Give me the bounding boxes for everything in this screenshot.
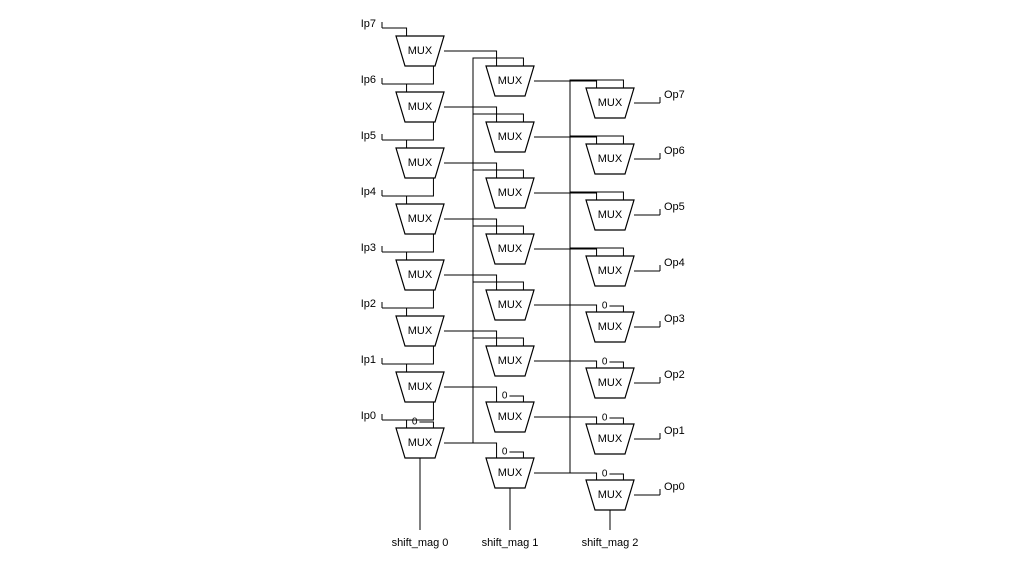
wire-input-5: [382, 308, 407, 316]
mux-label-c0-r0: MUX: [408, 45, 433, 57]
mux-label-c2-r5: MUX: [598, 377, 623, 389]
wire-s1-s2-a-5: [534, 361, 597, 368]
output-label-7: Op0: [664, 481, 685, 493]
wire-s2-zero-4: [609, 306, 623, 312]
zero-s1-7: 0: [502, 447, 508, 458]
wire-input-2: [382, 140, 407, 148]
zero-s2-7: 0: [602, 469, 608, 480]
input-label-3: Ip4: [361, 186, 376, 198]
input-label-4: Ip3: [361, 242, 376, 254]
mux-label-c1-r5: MUX: [498, 355, 523, 367]
wire-s1-s2-a-2: [534, 193, 597, 200]
mux-label-c1-r4: MUX: [498, 299, 523, 311]
mux-label-c0-r2: MUX: [408, 157, 433, 169]
input-label-5: Ip2: [361, 298, 376, 310]
wire-input-1: [382, 84, 407, 92]
output-label-6: Op1: [664, 425, 685, 437]
mux-label-c0-r7: MUX: [408, 437, 433, 449]
mux-label-c0-r6: MUX: [408, 381, 433, 393]
output-label-0: Op7: [664, 89, 685, 101]
wire-s1-zero-6: [509, 396, 523, 402]
wire-s1-s2-a-4: [534, 305, 597, 312]
wire-s2-zero-5: [609, 362, 623, 368]
mux-label-c0-r4: MUX: [408, 269, 433, 281]
output-label-4: Op3: [664, 313, 685, 325]
wire-s1-s2-a-0: [534, 81, 597, 88]
wire-s0-s1-a-7: [444, 443, 497, 458]
wire-input-0: [382, 28, 407, 36]
mux-label-c1-r1: MUX: [498, 131, 523, 143]
input-label-2: Ip5: [361, 130, 376, 142]
input-label-7: Ip0: [361, 410, 376, 422]
mux-label-c2-r2: MUX: [598, 209, 623, 221]
wire-s2-zero-6: [609, 418, 623, 424]
select-label-0: shift_mag 0: [392, 537, 449, 549]
output-label-1: Op6: [664, 145, 685, 157]
mux-label-c1-r6: MUX: [498, 411, 523, 423]
wire-input-4: [382, 252, 407, 260]
zero-s2-5: 0: [602, 357, 608, 368]
zero-s0-7: 0: [412, 417, 418, 428]
mux-label-c0-r5: MUX: [408, 325, 433, 337]
mux-label-c2-r0: MUX: [598, 97, 623, 109]
wire-s2-zero-7: [609, 474, 623, 480]
output-label-3: Op4: [664, 257, 685, 269]
zero-s1-6: 0: [502, 391, 508, 402]
wire-s1-s2-a-7: [534, 473, 597, 480]
wire-s1-s2-a-6: [534, 417, 597, 424]
mux-label-c1-r7: MUX: [498, 467, 523, 479]
input-label-1: Ip6: [361, 74, 376, 86]
wire-input-7: [382, 420, 407, 428]
wire-s0-zero-7: [419, 422, 433, 428]
mux-label-c1-r0: MUX: [498, 75, 523, 87]
mux-label-c2-r3: MUX: [598, 265, 623, 277]
mux-label-c2-r4: MUX: [598, 321, 623, 333]
wire-s1-s2-a-1: [534, 137, 597, 144]
input-label-0: Ip7: [361, 18, 376, 30]
mux-label-c1-r2: MUX: [498, 187, 523, 199]
input-label-6: Ip1: [361, 354, 376, 366]
select-label-1: shift_mag 1: [482, 537, 539, 549]
wire-s1-s2-a-3: [534, 249, 597, 256]
mux-label-c0-r3: MUX: [408, 213, 433, 225]
mux-label-c2-r7: MUX: [598, 489, 623, 501]
zero-s2-6: 0: [602, 413, 608, 424]
mux-label-c2-r1: MUX: [598, 153, 623, 165]
mux-label-c2-r6: MUX: [598, 433, 623, 445]
barrel-shifter-diagram: 0 0 0 0 0 0 0 MUX MUX MUX MUX MUX MUX MUX MUX MUX MUX MUX…: [0, 0, 1024, 576]
mux-label-c1-r3: MUX: [498, 243, 523, 255]
wire-input-3: [382, 196, 407, 204]
wire-s0-s1-a-6: [444, 387, 497, 402]
wire-s1-zero-7: [509, 452, 523, 458]
wire-input-6: [382, 364, 407, 372]
output-label-2: Op5: [664, 201, 685, 213]
mux-label-c0-r1: MUX: [408, 101, 433, 113]
zero-s2-4: 0: [602, 301, 608, 312]
output-label-5: Op2: [664, 369, 685, 381]
select-label-2: shift_mag 2: [582, 537, 639, 549]
